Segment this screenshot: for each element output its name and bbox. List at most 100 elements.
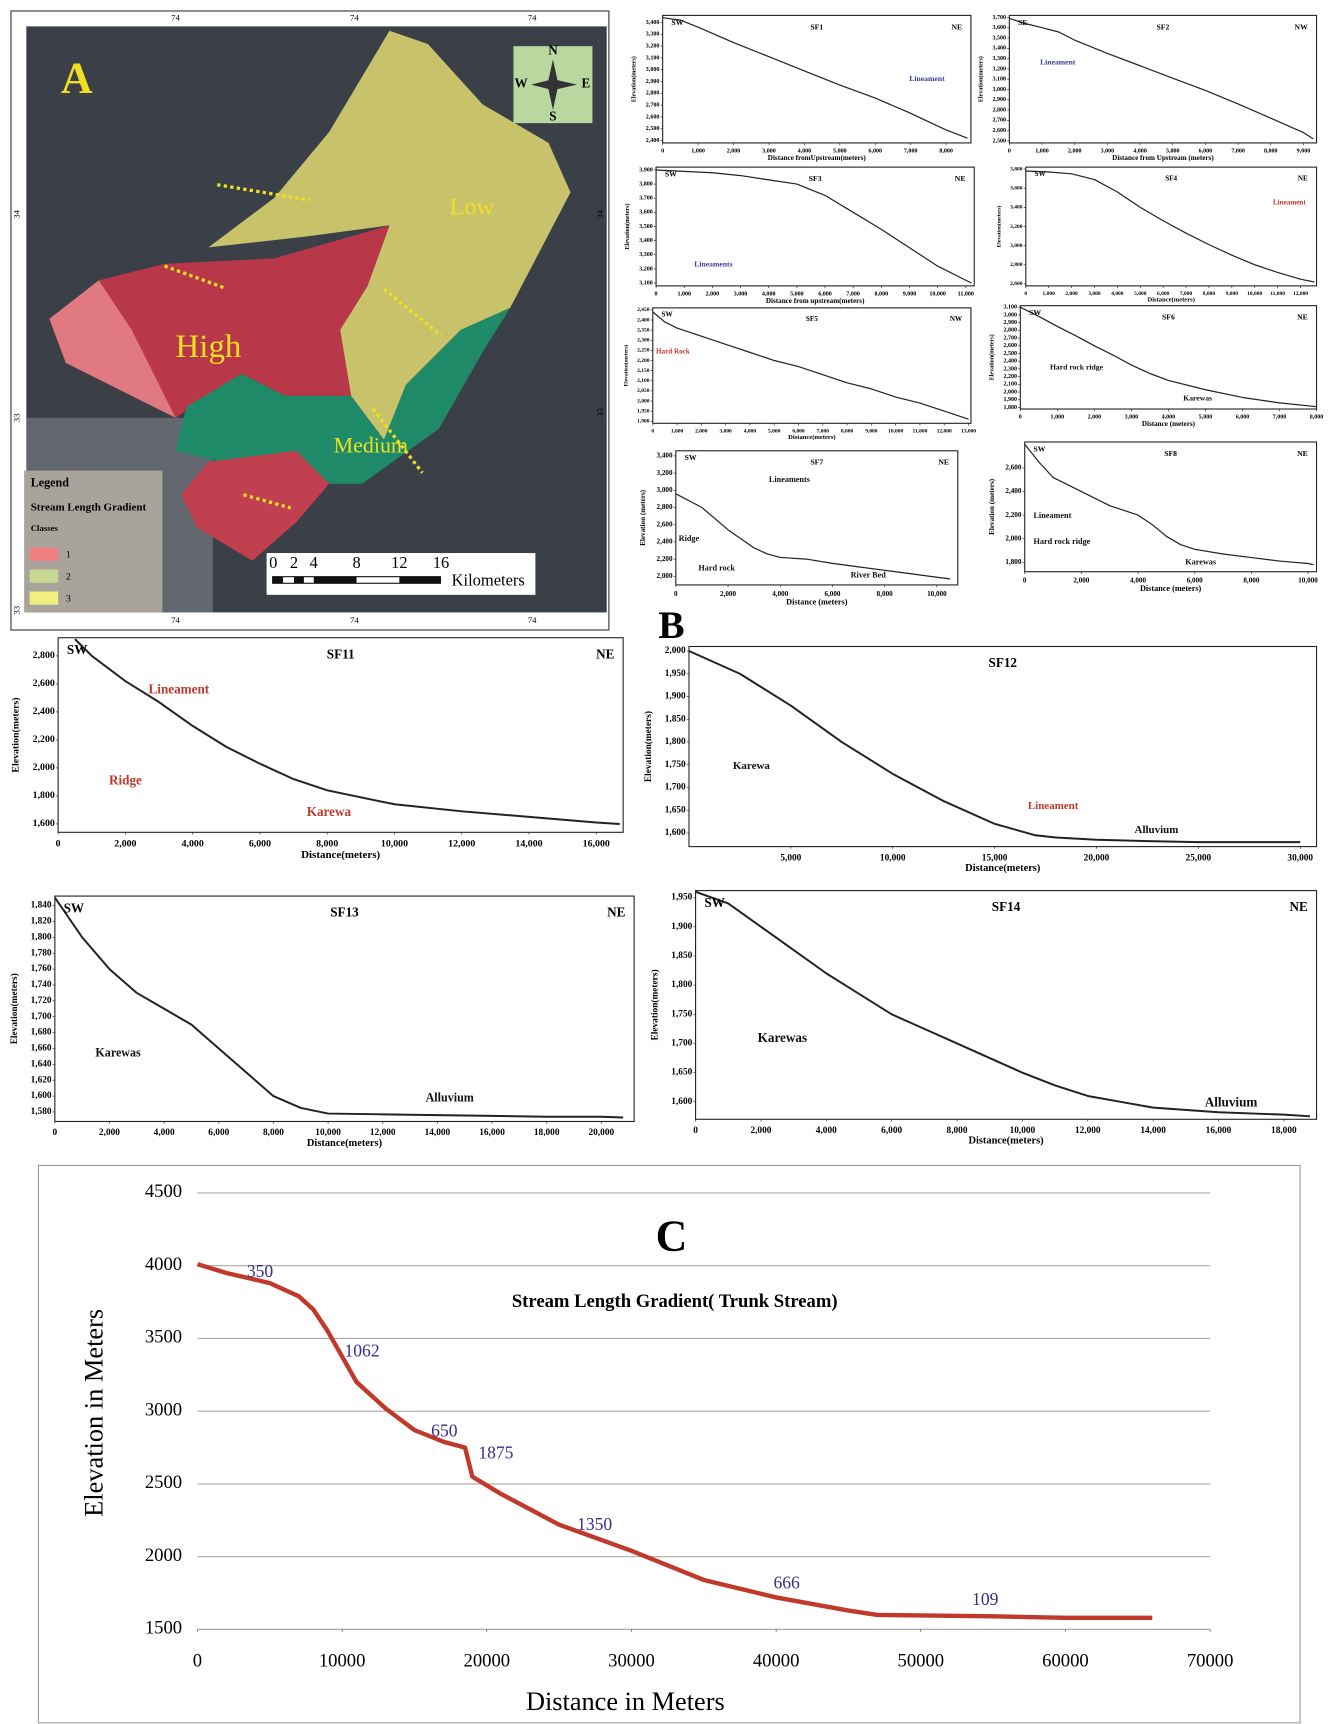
- x-tick-label: 0: [1019, 415, 1022, 421]
- y-tick-label: 2,600: [1005, 464, 1021, 472]
- y-tick-label: 1,700: [665, 783, 686, 793]
- y-axis-label: Elevation(meters): [643, 711, 654, 782]
- annotation: Karewas: [758, 1030, 807, 1045]
- y-tick-label: 3,800: [1010, 166, 1023, 172]
- x-tick-label: 1,000: [1051, 415, 1065, 421]
- y-tick-label: 2,450: [637, 307, 650, 313]
- y-tick-label: 2,600: [992, 128, 1006, 134]
- coord-label: 33: [12, 413, 22, 422]
- x-tick-label: 6,000: [868, 149, 882, 155]
- x-tick-label: 12,000: [448, 839, 475, 850]
- profile-line: [196, 1262, 1153, 1620]
- sl-value: 666: [773, 1572, 800, 1592]
- x-tick-label: 6,000: [824, 590, 840, 598]
- x-tick-label: 6,000: [1187, 577, 1203, 585]
- x-tick-label: 14,000: [515, 839, 542, 850]
- x-tick-label: 8,000: [1310, 415, 1324, 421]
- direction-label: NE: [952, 22, 963, 31]
- y-axis-label: Elevation(meters): [977, 56, 984, 102]
- chart-title: SF13: [330, 905, 359, 920]
- x-axis-label: Distance(meters): [965, 863, 1041, 874]
- x-tick-label: 9,000: [865, 428, 878, 434]
- x-tick-label: 20,000: [589, 1128, 615, 1138]
- x-tick-label: 4,000: [1162, 415, 1176, 421]
- y-tick-label: 2,500: [646, 126, 660, 132]
- x-tick-label: 4,000: [816, 1126, 837, 1136]
- y-tick-label: 1,800: [31, 932, 52, 942]
- y-tick-label: 1,820: [31, 917, 52, 927]
- direction-label: NW: [950, 315, 963, 323]
- y-tick-label: 3,200: [646, 43, 660, 49]
- x-tick-label: 7,000: [904, 149, 918, 155]
- y-tick-label: 2,350: [637, 327, 650, 333]
- y-tick-label: 3,200: [992, 66, 1006, 72]
- x-tick-label: 10,000: [315, 1128, 341, 1138]
- x-tick-label: 6,000: [792, 428, 805, 434]
- x-tick-label: 16,000: [479, 1128, 505, 1138]
- profile-line: [652, 311, 969, 420]
- y-tick-label: 2,000: [1005, 534, 1021, 542]
- x-tick-label: 12,000: [1075, 1126, 1101, 1136]
- x-tick-label: 6,000: [1236, 415, 1250, 421]
- coord-label: 34: [595, 209, 605, 218]
- x-tick-label: 4,000: [798, 149, 812, 155]
- plot-frame: [54, 895, 635, 1123]
- x-tick-label: 0: [53, 1128, 58, 1138]
- x-axis-label: Distance(meters): [1147, 297, 1194, 304]
- y-tick-label: 1,660: [31, 1044, 52, 1054]
- y-tick-label: 2,500: [992, 138, 1006, 144]
- y-axis-label: Elevation(meters): [650, 969, 661, 1040]
- x-tick-label: 8,000: [1243, 577, 1259, 585]
- zone-label: Medium: [334, 433, 408, 458]
- y-tick-label: 1,800: [1003, 405, 1017, 411]
- y-tick-label: 2,000: [33, 762, 55, 773]
- x-tick-label: 8,000: [1203, 291, 1216, 297]
- x-tick-label: 70000: [1187, 1651, 1234, 1672]
- x-tick-label: 0: [674, 590, 678, 598]
- x-tick-label: 10,000: [1298, 577, 1318, 585]
- y-tick-label: 2,400: [646, 138, 660, 144]
- panel-c-frame: [37, 1164, 1301, 1724]
- coord-label: 74: [171, 13, 180, 23]
- x-tick-label: 60000: [1042, 1651, 1089, 1672]
- y-tick-label: 2,600: [1003, 343, 1017, 349]
- y-tick-label: 1,950: [665, 669, 686, 679]
- y-tick-label: 2,700: [646, 103, 660, 109]
- zone-low: [208, 30, 571, 440]
- legend-box: [24, 470, 163, 613]
- y-tick-label: 1,600: [665, 828, 686, 838]
- x-tick-label: 8,000: [316, 839, 338, 850]
- x-tick-label: 12,000: [937, 428, 952, 434]
- x-tick-label: 8,000: [939, 149, 953, 155]
- y-tick-label: 2,400: [637, 317, 650, 323]
- chart-title: SF11: [327, 646, 355, 661]
- y-tick-label: 1,850: [665, 714, 686, 724]
- x-tick-label: 1,000: [1043, 291, 1056, 297]
- x-tick-label: 2,000: [750, 1126, 771, 1136]
- chart-title: SF5: [806, 315, 818, 323]
- x-tick-label: 2,000: [706, 292, 720, 298]
- y-tick-label: 1,700: [671, 1039, 692, 1049]
- x-axis-label: Distance(meters): [307, 1138, 383, 1149]
- x-tick-label: 8,000: [877, 590, 893, 598]
- x-tick-label: 6,000: [881, 1126, 902, 1136]
- y-tick-label: 1,840: [31, 901, 52, 911]
- y-tick-label: 1,950: [637, 408, 650, 414]
- y-tick-label: 1,700: [31, 1012, 52, 1022]
- scale-tick: 16: [433, 553, 449, 572]
- compass-needle: [531, 79, 578, 91]
- x-tick-label: 0: [655, 292, 658, 298]
- annotation: Ridge: [109, 773, 142, 788]
- coord-label: 34: [12, 209, 22, 218]
- y-tick-label: 1,800: [671, 980, 692, 990]
- x-tick-label: 4,000: [1130, 577, 1146, 585]
- compass-n: N: [548, 43, 558, 58]
- x-tick-label: 0: [1008, 149, 1011, 155]
- y-tick-label: 1,650: [671, 1068, 692, 1078]
- y-tick-label: 2,100: [1003, 382, 1017, 388]
- profile-line: [54, 897, 624, 1119]
- y-tick-label: 2,800: [1003, 328, 1017, 334]
- y-tick-label: 1,620: [31, 1075, 52, 1085]
- x-tick-label: 8,000: [1264, 149, 1278, 155]
